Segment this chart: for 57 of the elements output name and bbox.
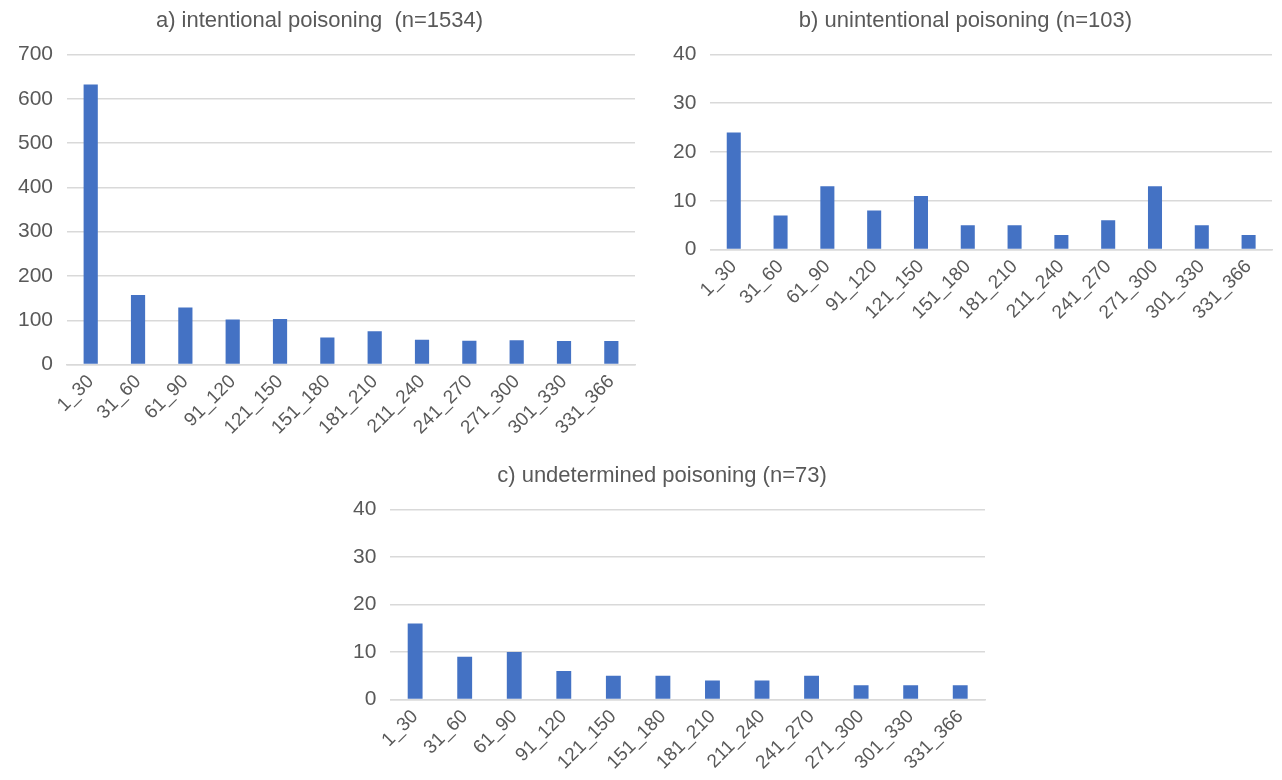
y-tick-label: 20 — [673, 138, 697, 162]
y-tick-label: 10 — [673, 187, 697, 211]
bar — [225, 319, 240, 364]
y-tick-label: 100 — [17, 307, 54, 331]
bar — [804, 675, 819, 699]
y-tick-label: 500 — [17, 129, 54, 153]
bar — [506, 652, 522, 699]
bar — [178, 307, 193, 364]
bar — [1194, 225, 1209, 249]
bar — [320, 337, 335, 364]
bar — [457, 656, 473, 699]
chart-title: b) unintentional poisoning (n=103) — [798, 7, 1133, 33]
bar — [604, 341, 619, 364]
bar — [903, 685, 919, 699]
bar — [414, 339, 430, 364]
bar — [407, 623, 423, 699]
y-tick-label: 30 — [353, 543, 377, 567]
y-tick-label: 10 — [353, 638, 377, 662]
y-tick-label: 0 — [364, 686, 377, 710]
y-tick-label: 0 — [684, 236, 697, 260]
bar — [773, 215, 788, 249]
bar — [867, 210, 882, 249]
y-tick-label: 600 — [17, 85, 54, 109]
bar — [83, 84, 98, 364]
bar — [1101, 220, 1116, 249]
bar — [272, 318, 288, 364]
bar — [1147, 186, 1163, 249]
y-tick-label: 0 — [41, 351, 54, 375]
bar — [726, 132, 741, 249]
bar — [655, 675, 671, 699]
y-tick-label: 700 — [17, 41, 54, 65]
bar — [1241, 234, 1256, 249]
bar — [509, 340, 524, 364]
bar — [705, 680, 720, 699]
bar — [952, 685, 968, 699]
bar — [556, 671, 572, 699]
y-tick-label: 40 — [353, 496, 377, 520]
y-tick-label: 40 — [673, 41, 697, 65]
bar — [913, 195, 928, 249]
bar — [367, 331, 382, 364]
y-tick-label: 300 — [17, 218, 54, 242]
bar — [605, 675, 621, 699]
y-tick-label: 20 — [353, 591, 377, 615]
bar — [960, 225, 975, 249]
y-tick-label: 30 — [673, 89, 697, 113]
y-tick-label: 400 — [17, 174, 54, 198]
bar — [853, 685, 869, 699]
bar — [462, 340, 477, 364]
bar — [820, 186, 835, 249]
bar — [1007, 225, 1022, 249]
bar — [130, 295, 146, 364]
y-tick-label: 200 — [17, 262, 54, 286]
chart-title: c) undetermined poisoning (n=73) — [497, 462, 827, 488]
chart-title: a) intentional poisoning (n=1534) — [155, 7, 484, 33]
bar — [556, 341, 572, 364]
bar — [754, 680, 770, 699]
bar — [1054, 234, 1069, 249]
